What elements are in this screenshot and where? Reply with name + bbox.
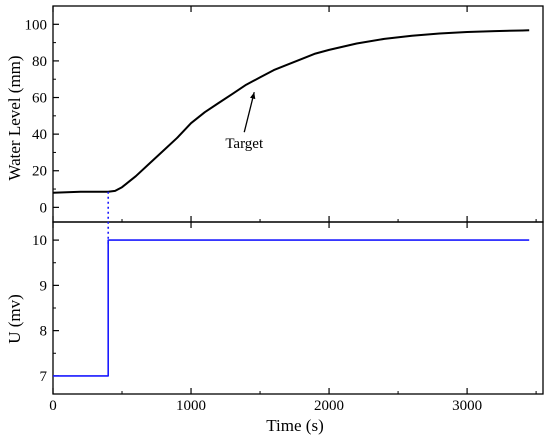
chart-text: Water Level (mm) U (mv) Time (s) 0 20 40 60… bbox=[5, 17, 482, 435]
plot-frame-0 bbox=[52, 5, 544, 223]
y-tick-label: 7 bbox=[40, 369, 48, 385]
x-tick-label: 3000 bbox=[452, 398, 482, 414]
y-tick-label: 10 bbox=[32, 233, 47, 249]
annotation-arrow-line bbox=[243, 92, 255, 133]
x-tick-label: 1000 bbox=[176, 398, 206, 414]
x-tick-label: 0 bbox=[49, 398, 57, 414]
chart-marks bbox=[52, 29, 530, 377]
y-tick-label: 80 bbox=[32, 54, 47, 70]
y-tick-label: 40 bbox=[32, 127, 47, 143]
y-tick-label: 60 bbox=[32, 91, 47, 107]
y-tick-label: 9 bbox=[40, 278, 48, 294]
plot-frame-1 bbox=[52, 221, 544, 395]
y-tick-label: 100 bbox=[25, 17, 48, 33]
x-tick-label: 2000 bbox=[314, 398, 344, 414]
series-line-1-0 bbox=[53, 239, 530, 377]
x-axis-label-time: Time (s) bbox=[266, 416, 323, 435]
y-tick-label: 20 bbox=[32, 164, 47, 180]
annotation-arrow-head bbox=[250, 92, 256, 100]
y-axis-label-voltage: U (mv) bbox=[5, 294, 24, 344]
y-axis-label-water-level: Water Level (mm) bbox=[5, 55, 24, 180]
series-line-0-0 bbox=[52, 29, 530, 194]
y-tick-label: 8 bbox=[40, 324, 48, 340]
plot-frames bbox=[52, 5, 544, 395]
y-tick-label: 0 bbox=[40, 200, 48, 216]
annotation-target-label: Target bbox=[225, 136, 264, 152]
